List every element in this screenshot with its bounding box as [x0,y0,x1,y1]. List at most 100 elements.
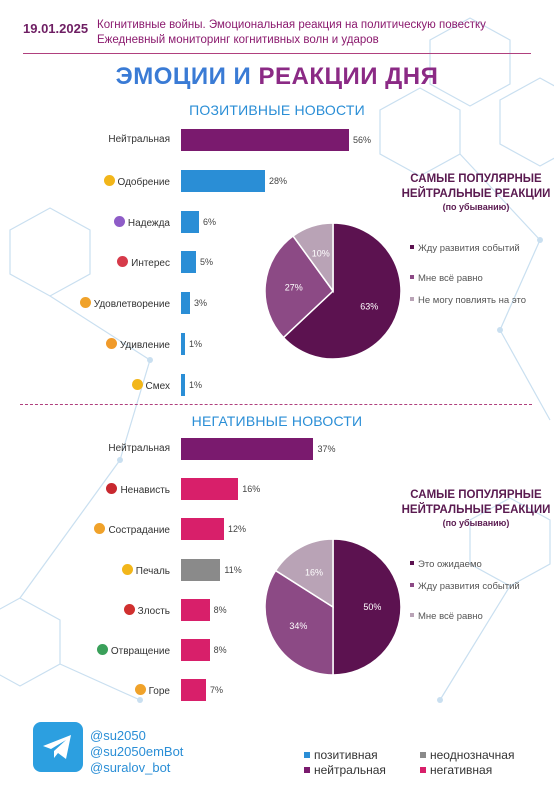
pie2-heading: САМЫЕ ПОПУЛЯРНЫЕ НЕЙТРАЛЬНЫЕ РЕАКЦИИ (по… [396,488,554,528]
pie-legend-item: Жду развития событий [410,581,530,593]
bar-2-5 [181,639,210,661]
pie-legend-label: Мне всё равно [418,611,483,622]
emoji-icon [121,563,133,575]
legend-swatch [410,297,414,301]
pie2-chart: 50% 34% 16% [264,538,402,676]
bar-category-text: Отвращение [110,646,170,657]
handle-su2050[interactable]: @su2050 [90,728,146,743]
bar-category-text: Печаль [135,565,170,577]
bar-label-2-2: Сострадание [2,523,170,536]
bar-category-text: Горе [148,686,170,698]
emoji-icon [96,644,108,655]
bar-value-label-0-6: 1% [189,379,203,390]
pie-legend-item: Это ожидаемо [410,559,530,571]
bar-label-2-1: Ненависть [2,483,170,496]
pie-legend-item: Жду развития событий [410,243,530,255]
bar-value-label-0-5: 1% [189,339,203,349]
pie2-subtitle: (по убыванию) [442,518,510,528]
emoji-icon [105,338,117,349]
pie-value-label-1: 27% [285,282,303,292]
legend-ambiguous-swatch [420,752,426,758]
bar-value-label-2-1: 16% [242,484,261,495]
bar-2-4 [181,598,210,621]
bar-label-2-5: Отвращение [2,644,170,657]
emoji-icon [117,256,129,268]
pie-legend-item: Мне всё равно [410,611,530,623]
handle-su2050embot[interactable]: @su2050emBot [90,744,184,759]
legend-positive: позитивная [304,748,378,762]
header-line-1: Когнитивные войны. Эмоциональная реакция… [97,19,486,31]
bar-category-text: Смех [145,380,170,392]
negative-section-title: НЕГАТИВНЫЕ НОВОСТИ [191,413,363,429]
emoji-icon [106,483,118,495]
bar-2-1 [181,478,239,501]
bar-0-1 [181,169,265,192]
pie-value-label-1: 34% [289,621,307,631]
pie-legend-label: Жду развития событий [418,243,520,254]
legend-neutral-label: нейтральная [314,763,386,777]
bar-value-label-0-0: 56% [353,135,372,145]
bar-0-3 [181,251,196,274]
bar-category-text: Надежда [127,217,170,229]
legend-positive-label: позитивная [314,748,378,762]
emoji-icon [134,684,146,696]
bar-label-0-2: Надежда [2,215,170,229]
pie-value-label-2: 16% [305,567,323,577]
bar-label-2-4: Злость [2,603,170,617]
pie-value-label-2: 10% [312,248,330,258]
bar-0-0 [181,129,349,151]
pie2-title: САМЫЕ ПОПУЛЯРНЫЕ НЕЙТРАЛЬНЫЕ РЕАКЦИИ [401,489,551,516]
bar-value-label-2-2: 12% [227,524,246,535]
bar-value-label-0-4: 3% [194,298,208,309]
legend-swatch [410,245,414,249]
bar-0-5 [181,333,185,355]
bar-label-0-6: Смех [2,378,170,392]
bar-value-label-2-5: 8% [213,645,227,655]
bar-label-0-1: Одобрение [2,174,170,188]
emoji-icon [123,603,135,615]
legend-swatch [410,613,414,617]
bar-0-6 [181,373,185,396]
pie1-chart: 63% 27% 10% [264,222,402,360]
bar-label-0-4: Удовлетворение [2,297,170,310]
handle-suralov-bot[interactable]: @suralov_bot [90,760,171,775]
bar-0-4 [181,292,190,315]
bar-2-0 [181,438,314,460]
main-title-part-1: ЭМОЦИИ И [115,63,259,90]
emoji-icon [103,174,115,186]
bar-value-label-0-2: 6% [203,216,217,227]
bar-label-0-3: Интерес [2,256,170,269]
bar-category-text: Нейтральная [108,134,170,145]
pie1-heading: САМЫЕ ПОПУЛЯРНЫЕ НЕЙТРАЛЬНЫЕ РЕАКЦИИ (по… [396,172,554,212]
pie-slice-2 [274,538,334,609]
telegram-icon[interactable] [33,722,83,772]
legend-ambiguous: неоднозначная [420,748,514,762]
bar-2-2 [181,518,224,541]
date-label: 19.01.2025 [23,21,89,36]
bar-label-2-3: Печаль [2,563,170,577]
bar-category-text: Интерес [131,258,170,270]
pie1-title: САМЫЕ ПОПУЛЯРНЫЕ НЕЙТРАЛЬНЫЕ РЕАКЦИИ [401,173,551,200]
bar-category-text: Ненависть [120,485,170,497]
bar-category-text: Одобрение [117,176,170,188]
bar-label-2-6: Горе [2,684,170,697]
bar-0-2 [181,210,199,233]
emoji-icon [113,215,125,227]
legend-neutral: нейтральная [304,763,386,777]
bar-value-label-2-0: 37% [317,444,336,454]
section-divider [20,404,532,405]
legend-negative-swatch [420,767,426,773]
pie-slice-0 [282,222,402,360]
pie-legend-label: Это ожидаемо [418,559,482,570]
pie-value-label-0: 63% [360,302,378,312]
emoji-icon [94,523,106,535]
pie1-subtitle: (по убыванию) [442,202,510,212]
bar-value-label-2-3: 11% [224,564,242,575]
bar-label-0-0: Нейтральная [2,134,170,145]
legend-neutral-swatch [304,767,310,773]
pie-value-label-0: 50% [363,602,381,612]
bar-2-3 [181,558,221,581]
main-title-part-2: РЕАКЦИИ ДНЯ [258,63,439,90]
pie-legend-label: Жду развития событий [418,581,520,592]
